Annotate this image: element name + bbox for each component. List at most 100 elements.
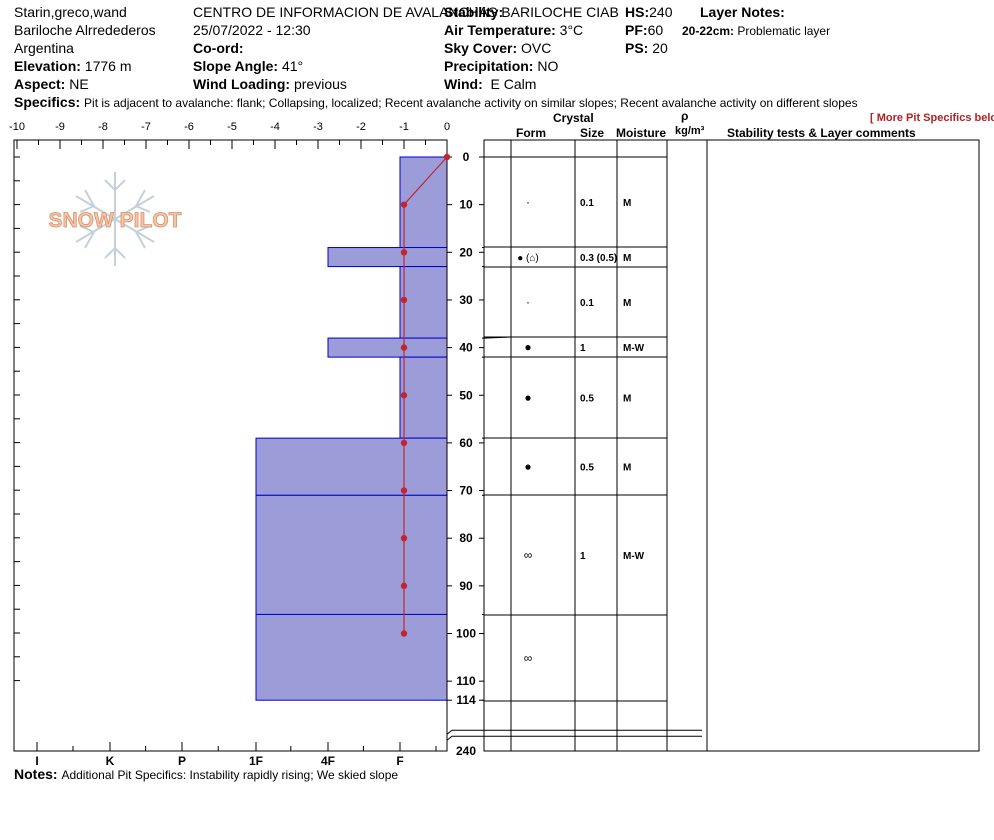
sky-cover: Sky Cover: OVC bbox=[444, 40, 551, 57]
hs-value: 240 bbox=[649, 4, 673, 20]
density-unit: kg/m³ bbox=[675, 125, 705, 137]
layer-note: 20-22cm: Problematic layer bbox=[682, 23, 830, 40]
hardness-tick-label: I bbox=[35, 754, 38, 768]
temperature-point bbox=[400, 344, 408, 351]
crystal-form: ∞ bbox=[524, 651, 533, 665]
hs: HS:240 bbox=[625, 4, 672, 21]
precipitation: Precipitation: NO bbox=[444, 58, 558, 75]
temperature-point bbox=[400, 249, 408, 256]
temp-tick-label: -3 bbox=[313, 121, 323, 133]
size-header: Size bbox=[580, 126, 605, 140]
hardness-bar bbox=[255, 494, 448, 615]
temperature-point bbox=[400, 487, 408, 494]
wind-loading-label: Wind Loading: bbox=[193, 76, 291, 92]
temperature-point bbox=[400, 582, 408, 590]
hardness-bar bbox=[327, 337, 448, 358]
depth-tick-label: 80 bbox=[459, 531, 473, 545]
observers: Starin,greco,wand bbox=[14, 4, 127, 20]
depth-tick-label: 70 bbox=[459, 484, 473, 498]
air-temperature: Air Temperature: 3°C bbox=[444, 22, 583, 39]
crystal-size: 0.1 bbox=[580, 198, 594, 209]
ps-value: 20 bbox=[652, 40, 668, 56]
hardness-bar bbox=[255, 613, 448, 701]
wind-value: E Calm bbox=[490, 76, 537, 92]
crystal-form: · bbox=[526, 295, 530, 309]
hardness-bar bbox=[399, 156, 448, 249]
slope-value: 41° bbox=[281, 58, 304, 74]
temp-tick-label: 0 bbox=[444, 121, 450, 133]
temperature-point bbox=[400, 296, 408, 304]
layer-note-range: 20-22cm: bbox=[682, 24, 735, 38]
depth-tick-label: 114 bbox=[456, 693, 476, 707]
hardness-bar bbox=[399, 266, 448, 339]
crystal-form: ● bbox=[524, 460, 531, 474]
aspect-label: Aspect: bbox=[14, 76, 66, 92]
temp-tick-label: -6 bbox=[184, 121, 194, 133]
temperature-point bbox=[400, 201, 408, 208]
moisture-value: M-W bbox=[623, 551, 645, 562]
aspect-value: NE bbox=[69, 76, 89, 92]
depth-connector-slant bbox=[483, 336, 512, 339]
hardness-tick-label: P bbox=[178, 754, 186, 768]
hardness-tick-label: 4F bbox=[321, 754, 335, 768]
wind-loading-value: previous bbox=[293, 76, 347, 92]
moisture-value: M bbox=[623, 298, 631, 309]
stability-label: Stability: bbox=[444, 4, 504, 20]
hardness-bar bbox=[327, 247, 448, 268]
ps-label: PS: bbox=[625, 40, 649, 56]
crystal-form: ● bbox=[524, 340, 531, 354]
temp-tick-label: -1 bbox=[399, 121, 409, 133]
density-rho: ρ bbox=[681, 109, 689, 123]
moisture-value: M bbox=[623, 394, 631, 405]
elevation-label: Elevation: bbox=[14, 58, 81, 74]
snowpilot-logo: SNOW PILOT bbox=[48, 172, 182, 266]
pf: PF:60 bbox=[625, 22, 663, 39]
temperature-point bbox=[443, 153, 451, 161]
depth-tick-label: 60 bbox=[459, 436, 473, 450]
crystal-size: 1 bbox=[580, 343, 586, 354]
depth-tick-label: 110 bbox=[456, 674, 476, 688]
chart-frame bbox=[13, 139, 448, 752]
pf-value: 60 bbox=[647, 22, 664, 38]
crystal-size: 0.1 bbox=[580, 298, 594, 309]
moisture-value: M bbox=[623, 253, 631, 264]
table-frame bbox=[483, 139, 980, 752]
temp-tick-label: -5 bbox=[227, 121, 237, 133]
depth-tick-label: 20 bbox=[459, 245, 473, 259]
wind: Wind: E Calm bbox=[444, 76, 536, 93]
hardness-tick-label: 1F bbox=[249, 754, 263, 768]
elevation: Elevation: 1776 m bbox=[14, 58, 132, 75]
more-specifics-link[interactable]: [ More Pit Specifics below ] bbox=[870, 112, 994, 124]
depth-tick-label: 0 bbox=[463, 150, 470, 164]
slope-label: Slope Angle: bbox=[193, 58, 279, 74]
temperature-point bbox=[400, 439, 408, 447]
air-temp-label: Air Temperature: bbox=[444, 22, 556, 38]
wind-loading: Wind Loading: previous bbox=[193, 76, 347, 93]
wind-label: Wind: bbox=[444, 76, 483, 92]
datetime: 25/07/2022 - 12:30 bbox=[193, 22, 311, 38]
crystal-header: Crystal bbox=[553, 111, 594, 125]
notes-text: Additional Pit Specifics: Instability ra… bbox=[61, 768, 399, 782]
depth-tick-label: 100 bbox=[456, 627, 476, 641]
sky-value: OVC bbox=[521, 40, 552, 56]
axis-break-line bbox=[446, 735, 702, 741]
depth-tick-label: 40 bbox=[459, 341, 473, 355]
elevation-value: 1776 m bbox=[84, 58, 132, 74]
moisture-header: Moisture bbox=[616, 126, 667, 140]
notes: Notes: Additional Pit Specifics: Instabi… bbox=[14, 766, 398, 784]
crystal-size: 0.5 bbox=[580, 463, 594, 474]
hardness-tick-label: K bbox=[106, 754, 115, 768]
crystal-form: ● (⌂) bbox=[517, 253, 539, 264]
temp-tick-label: -8 bbox=[98, 121, 108, 133]
coord-label: Co-ord: bbox=[193, 40, 244, 56]
country: Argentina bbox=[14, 40, 74, 56]
depth-tick-label: 90 bbox=[459, 579, 473, 593]
crystal-size: 0.3 (0.5) bbox=[580, 253, 617, 264]
logo-text: SNOW PILOT bbox=[49, 209, 182, 232]
temp-tick-label: -9 bbox=[55, 121, 65, 133]
axis-break-line bbox=[446, 729, 702, 735]
location: Bariloche Alrredederos bbox=[14, 22, 156, 38]
crystal-size: 0.5 bbox=[580, 394, 594, 405]
pf-label: PF: bbox=[625, 22, 648, 38]
